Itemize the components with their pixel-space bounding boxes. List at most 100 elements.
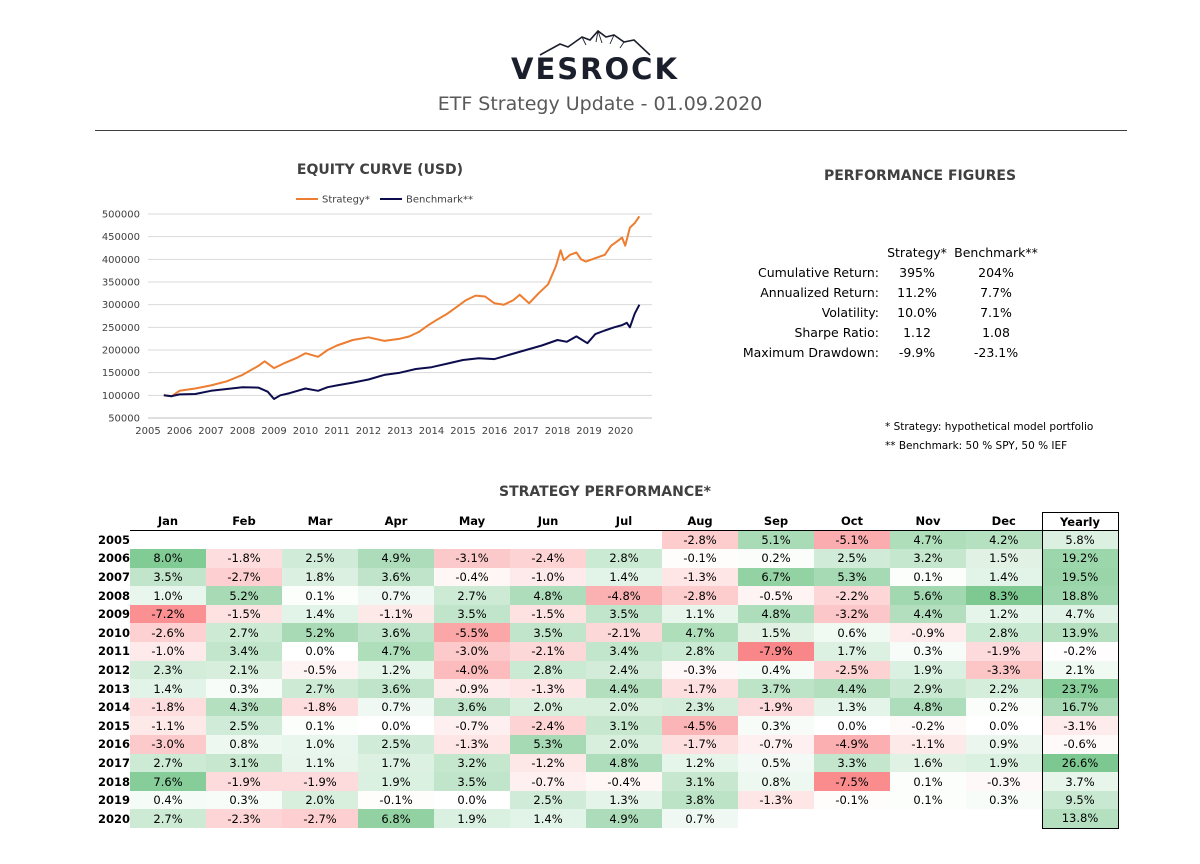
monthly-return-cell: -2.5% (814, 660, 891, 680)
monthly-return-cell: -0.9% (434, 679, 511, 698)
heatmap-row: 2011 -1.0% 3.4% 0.0% 4.7% -3.0% -2.1% 3.4% 2.8% -… (96, 642, 1119, 661)
monthly-return-cell: 4.4% (586, 679, 663, 698)
monthly-return-cell: 0.3% (890, 642, 967, 661)
monthly-return-cell: 1.0% (130, 586, 207, 605)
monthly-return-cell: 4.9% (358, 549, 435, 568)
column-header-month: Feb (206, 512, 283, 531)
x-tick-label: 2018 (545, 426, 570, 437)
monthly-return-cell: -0.7% (510, 772, 587, 791)
performance-benchmark-value: 7.7% (980, 284, 1012, 300)
column-header-month: Sep (738, 512, 815, 531)
monthly-return-cell: -1.8% (282, 697, 359, 717)
heatmap-row: 2015 -1.1% 2.5% 0.1% 0.0% -0.7% -2.4% 3.1% -4.5%… (96, 716, 1119, 736)
monthly-return-cell: -1.7% (662, 679, 739, 698)
monthly-return-cell: -1.3% (510, 679, 587, 698)
monthly-return-cell: -1.5% (206, 604, 283, 624)
monthly-return-cell: 4.4% (814, 679, 891, 698)
monthly-return-cell: 6.7% (738, 567, 815, 587)
equity-curve-title: EQUITY CURVE (USD) (296, 162, 464, 178)
row-year-label: 2008 (98, 588, 131, 603)
monthly-return-cell: 3.6% (358, 623, 435, 643)
monthly-return-cell: 1.9% (358, 772, 435, 791)
monthly-return-cell (510, 531, 586, 550)
x-tick-label: 2008 (230, 426, 255, 437)
monthly-return-cell (358, 531, 434, 550)
heatmap-row: 2007 3.5% -2.7% 1.8% 3.6% -0.4% -1.0% 1.4% -1.3%… (96, 567, 1119, 587)
monthly-return-cell: 6.8% (358, 809, 435, 828)
monthly-return-cell: -2.1% (586, 623, 663, 643)
monthly-return-cell: 2.7% (206, 623, 283, 643)
monthly-return-cell: 4.3% (206, 697, 283, 717)
heatmap-corner-cell (96, 513, 130, 531)
monthly-return-cell: 0.3% (206, 679, 283, 698)
monthly-return-cell: 5.1% (738, 530, 815, 550)
column-header-month: Jul (586, 512, 663, 531)
monthly-return-cell: 1.2% (966, 604, 1043, 624)
monthly-return-cell: 2.8% (966, 623, 1043, 643)
y-tick-label: 200000 (102, 346, 140, 357)
monthly-return-cell: -7.5% (814, 772, 891, 791)
yearly-return-cell: 9.5% (1041, 790, 1119, 810)
logo: VESROCK (500, 28, 690, 86)
monthly-return-cell: 0.0% (434, 790, 511, 810)
performance-benchmark-value: 7.1% (980, 304, 1012, 320)
monthly-return-cell: 0.3% (738, 716, 815, 736)
y-tick-label: 500000 (102, 210, 140, 221)
performance-row: Cumulative Return: 395% 204% (740, 262, 1041, 282)
heatmap-row: 2013 1.4% 0.3% 2.7% 3.6% -0.9% -1.3% 4.4% -1.7% 3… (96, 679, 1119, 698)
row-year-label: 2016 (98, 737, 131, 752)
monthly-return-cell: 0.7% (358, 586, 435, 605)
x-tick-label: 2009 (261, 426, 286, 437)
performance-row-label: Cumulative Return: (757, 264, 879, 280)
column-header-month: Jan (130, 512, 207, 531)
column-header-month: Dec (966, 512, 1043, 531)
monthly-return-cell: 0.3% (966, 790, 1043, 810)
monthly-return-cell: -2.8% (662, 530, 739, 550)
monthly-return-cell: -1.9% (738, 697, 815, 717)
row-year-label: 2017 (98, 755, 131, 770)
performance-figures-title: PERFORMANCE FIGURES (823, 168, 1017, 184)
row-year-label: 2009 (98, 607, 131, 622)
monthly-return-cell: 1.2% (662, 753, 739, 773)
monthly-return-cell: 2.7% (130, 809, 207, 828)
performance-col-strategy: Strategy* (887, 244, 947, 260)
monthly-return-cell: 5.2% (206, 586, 283, 605)
monthly-return-cell: 2.7% (130, 753, 207, 773)
monthly-return-cell: 0.2% (738, 549, 815, 568)
monthly-return-cell: 0.4% (130, 790, 207, 810)
heatmap-row: 2008 1.0% 5.2% 0.1% 0.7% 2.7% 4.8% -4.8% -2.8% -0… (96, 586, 1119, 605)
monthly-return-cell: 0.6% (814, 623, 891, 643)
monthly-return-cell: -4.0% (434, 660, 511, 680)
monthly-return-cell: 0.8% (738, 772, 815, 791)
heatmap-row: 2017 2.7% 3.1% 1.1% 1.7% 3.2% -1.2% 4.8% 1.2% 0.5… (96, 753, 1119, 773)
yearly-return-cell: 19.5% (1041, 567, 1119, 587)
monthly-return-cell: -3.1% (434, 549, 511, 568)
monthly-return-cell: 1.7% (814, 642, 891, 661)
monthly-return-cell: 2.3% (662, 697, 739, 717)
monthly-return-cell: -2.7% (206, 567, 283, 587)
x-tick-label: 2007 (198, 426, 223, 437)
monthly-return-cell: -1.8% (130, 697, 207, 717)
performance-strategy-value: 10.0% (897, 304, 937, 320)
monthly-return-cell: -0.4% (586, 772, 663, 791)
monthly-return-cell: 3.6% (358, 679, 435, 698)
performance-col-benchmark: Benchmark** (954, 244, 1038, 260)
monthly-return-cell: -1.0% (130, 642, 207, 661)
y-tick-label: 100000 (102, 391, 140, 402)
monthly-return-cell: 2.5% (358, 735, 435, 754)
monthly-return-cell: 2.8% (662, 642, 739, 661)
yearly-return-cell: 2.1% (1041, 660, 1119, 680)
monthly-return-cell: -2.6% (130, 623, 207, 643)
x-tick-label: 2015 (450, 426, 475, 437)
monthly-return-cell: 3.1% (586, 716, 663, 736)
logo-wordmark: VESROCK (511, 52, 679, 86)
monthly-return-cell: 0.0% (814, 716, 891, 736)
yearly-return-cell: 16.7% (1041, 697, 1119, 717)
monthly-return-cell: 2.5% (510, 790, 587, 810)
row-year-label: 2006 (98, 551, 131, 566)
monthly-return-cell: 3.5% (434, 604, 511, 624)
performance-row-label: Maximum Drawdown: (742, 344, 879, 360)
monthly-return-cell: -0.4% (434, 567, 511, 587)
y-tick-label: 50000 (108, 414, 140, 425)
x-tick-label: 2020 (608, 426, 633, 437)
